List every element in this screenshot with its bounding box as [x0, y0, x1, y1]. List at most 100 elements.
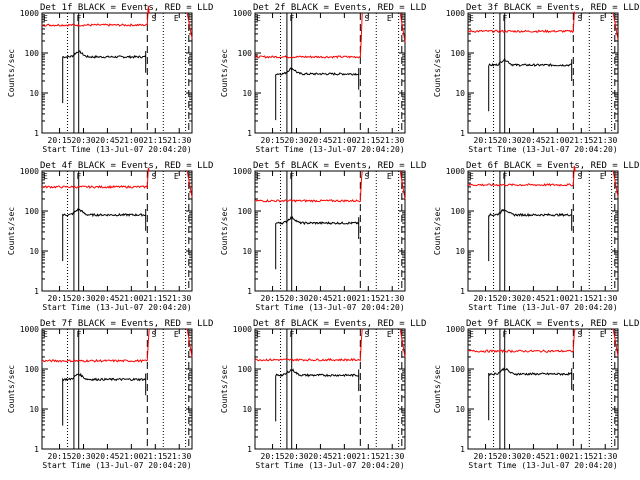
x-axis-label: Start Time (13-Jul-07 20:04:20): [255, 145, 404, 154]
lld-series-line: [467, 328, 576, 354]
y-axis-label: Counts/sec: [7, 49, 16, 97]
lld-tail-line: [399, 170, 406, 200]
plot-frame: [41, 170, 193, 292]
plot-frame: [41, 12, 193, 134]
panel-title: Det 5f BLACK = Events, RED = LLD: [253, 161, 426, 171]
x-tick-label: 20:45: [308, 136, 332, 145]
x-tick-label: 21:30: [593, 452, 617, 461]
y-tick-label: 1: [247, 287, 252, 296]
marker-label: E: [174, 330, 179, 339]
events-series-line: [488, 208, 573, 262]
y-tick-label: 1: [34, 129, 39, 138]
marker-label: S: [578, 14, 583, 23]
y-tick-label: 100: [451, 207, 466, 216]
y-tick-label: 100: [238, 365, 253, 374]
plot-frame: [41, 328, 193, 450]
x-axis-label: Start Time (13-Jul-07 20:04:20): [468, 145, 617, 154]
x-tick-label: 20:45: [308, 452, 332, 461]
plot-frame: [254, 328, 406, 450]
y-axis-label: Counts/sec: [433, 207, 442, 255]
x-tick-label: 21:00: [545, 452, 569, 461]
panel-title: Det 9f BLACK = Events, RED = LLD: [466, 319, 639, 329]
marker-label: S: [365, 330, 370, 339]
y-tick-label: 10: [29, 405, 39, 414]
x-axis-label: Start Time (13-Jul-07 20:04:20): [468, 303, 617, 312]
y-tick-label: 1000: [20, 325, 39, 334]
x-tick-label: 21:30: [380, 294, 404, 303]
x-tick-label: 20:45: [521, 452, 545, 461]
x-axis-label: Start Time (13-Jul-07 20:04:20): [255, 461, 404, 470]
x-tick-label: 20:45: [95, 452, 119, 461]
y-tick-label: 10: [29, 89, 39, 98]
lld-tail-line: [186, 170, 193, 198]
marker-label: E: [43, 14, 48, 23]
panel-7: Det 7f BLACK = Events, RED = LLD Counts/s…: [7, 319, 213, 470]
marker-label: E: [174, 172, 179, 181]
y-tick-label: 1: [34, 445, 39, 454]
x-tick-label: 21:30: [167, 136, 191, 145]
x-tick-label: 21:00: [545, 294, 569, 303]
marker-label: S: [365, 14, 370, 23]
lld-tail-line: [612, 12, 619, 40]
lld-series-line: [41, 167, 150, 189]
lld-series-line: [468, 165, 576, 187]
y-axis-label: Counts/sec: [220, 365, 229, 413]
y-tick-label: 1: [247, 129, 252, 138]
marker-label: E: [43, 330, 48, 339]
x-tick-label: 20:45: [521, 136, 545, 145]
marker-label: E: [256, 172, 261, 181]
x-tick-label: 21:15: [356, 136, 380, 145]
x-axis-label: Start Time (13-Jul-07 20:04:20): [255, 303, 404, 312]
lld-tail-line: [186, 328, 193, 358]
plot-frame: [467, 12, 619, 134]
panel-9: Det 9f BLACK = Events, RED = LLD Counts/s…: [433, 319, 639, 470]
y-tick-label: 10: [29, 247, 39, 256]
y-axis-label: Counts/sec: [433, 49, 442, 97]
y-tick-label: 10: [242, 405, 252, 414]
x-tick-label: 21:30: [167, 452, 191, 461]
y-tick-label: 1: [460, 445, 465, 454]
y-axis-label: Counts/sec: [7, 207, 16, 255]
events-series-line: [62, 50, 147, 104]
marker-label: E: [469, 172, 474, 181]
x-axis-label: Start Time (13-Jul-07 20:04:20): [468, 461, 617, 470]
x-tick-label: 21:00: [119, 136, 143, 145]
x-tick-label: 20:30: [284, 136, 308, 145]
x-axis-label: Start Time (13-Jul-07 20:04:20): [42, 461, 191, 470]
y-tick-label: 100: [238, 49, 253, 58]
marker-label: F: [503, 14, 508, 23]
marker-label: E: [469, 14, 474, 23]
marker-label: E: [174, 14, 179, 23]
y-tick-label: 1000: [233, 325, 252, 334]
panel-title: Det 2f BLACK = Events, RED = LLD: [253, 3, 426, 13]
x-tick-label: 21:15: [143, 136, 167, 145]
marker-label: F: [503, 330, 508, 339]
x-tick-label: 20:15: [48, 294, 72, 303]
marker-label: E: [43, 172, 48, 181]
panel-8: Det 8f BLACK = Events, RED = LLD Counts/s…: [220, 319, 426, 470]
y-tick-label: 100: [451, 365, 466, 374]
marker-label: E: [387, 330, 392, 339]
y-tick-label: 100: [25, 49, 40, 58]
marker-label: F: [77, 14, 82, 23]
panel-1: Det 1f BLACK = Events, RED = LLD Counts/s…: [7, 3, 213, 154]
marker-label: S: [152, 172, 157, 181]
x-tick-label: 21:00: [332, 294, 356, 303]
events-series-line: [62, 372, 147, 426]
y-tick-label: 1000: [233, 9, 252, 18]
events-series-line: [62, 208, 147, 262]
y-tick-label: 10: [242, 247, 252, 256]
x-tick-label: 20:15: [48, 136, 72, 145]
x-tick-label: 20:30: [497, 136, 521, 145]
panel-4: Det 4f BLACK = Events, RED = LLD Counts/s…: [7, 161, 213, 312]
y-tick-label: 100: [25, 207, 40, 216]
events-series-line: [488, 367, 573, 421]
x-axis-label: Start Time (13-Jul-07 20:04:20): [42, 303, 191, 312]
marker-label: S: [152, 14, 157, 23]
marker-label: S: [365, 172, 370, 181]
plot-frame: [467, 170, 619, 292]
y-tick-label: 10: [455, 247, 465, 256]
y-tick-label: 100: [238, 207, 253, 216]
x-tick-label: 20:15: [474, 452, 498, 461]
